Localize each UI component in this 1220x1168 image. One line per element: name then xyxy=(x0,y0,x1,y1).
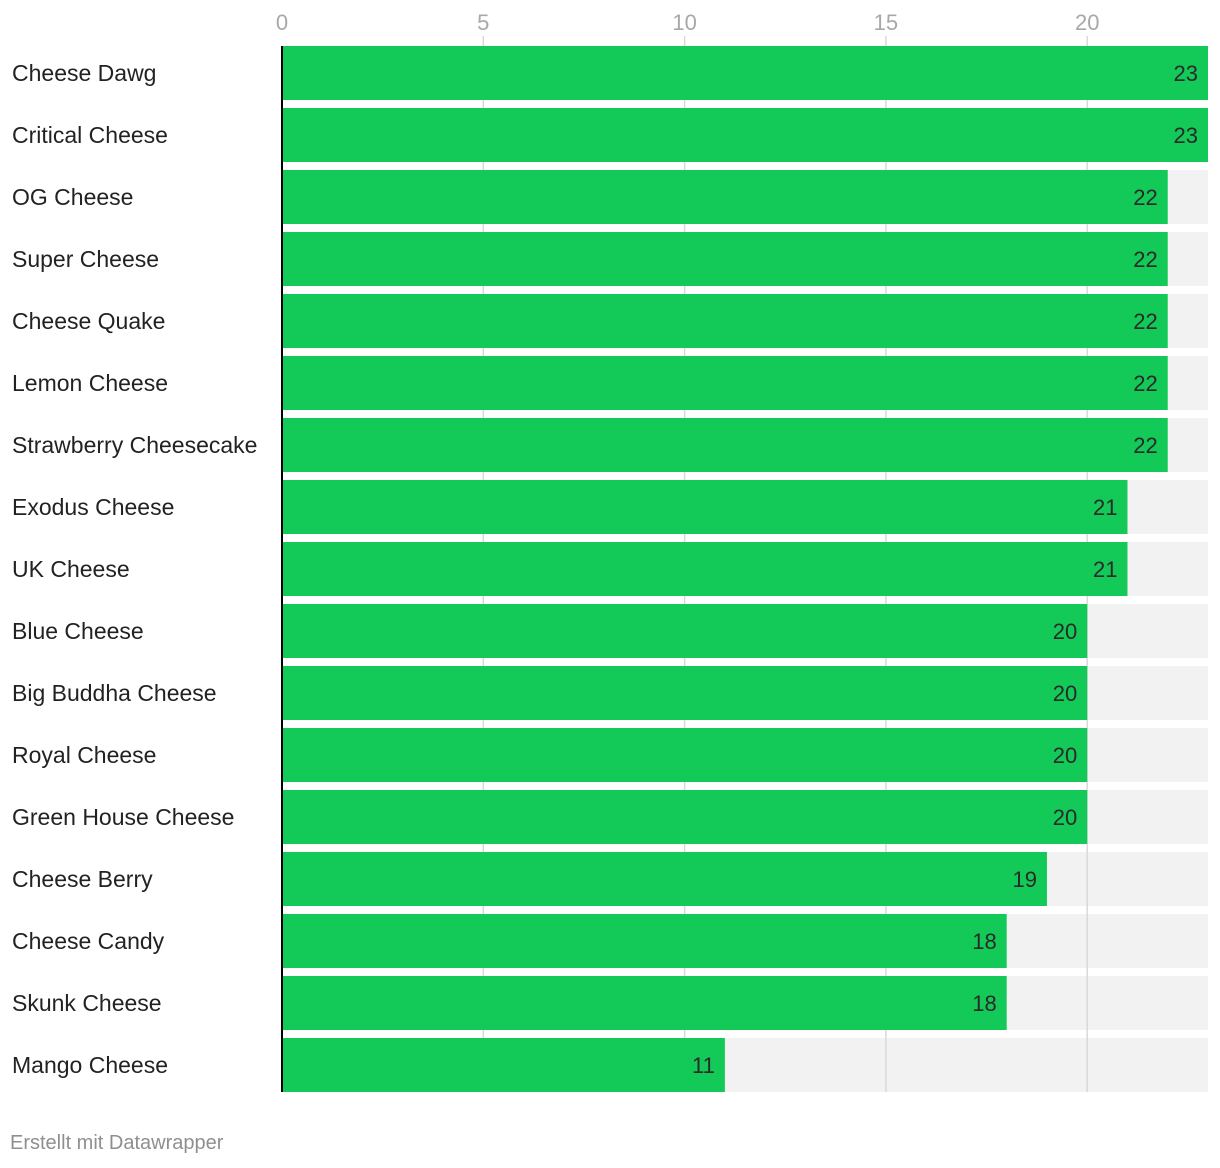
value-label: 18 xyxy=(972,991,996,1016)
category-label: Super Cheese xyxy=(12,246,159,272)
value-label: 22 xyxy=(1133,247,1157,272)
bar xyxy=(282,418,1168,472)
value-label: 20 xyxy=(1053,805,1077,830)
value-label: 22 xyxy=(1133,433,1157,458)
bar xyxy=(282,1038,725,1092)
bar xyxy=(282,666,1088,720)
bar-chart: 0 5 10 15 20 Cheese Dawg Critical Cheese OG Che… xyxy=(12,10,1208,1092)
category-label: Blue Cheese xyxy=(12,618,144,644)
bar xyxy=(282,852,1047,906)
footer-credit: Erstellt mit Datawrapper xyxy=(10,1132,224,1154)
value-label: 21 xyxy=(1093,495,1117,520)
category-label: Cheese Berry xyxy=(12,866,153,892)
category-label: Strawberry Cheesecake xyxy=(12,432,257,458)
category-label: Cheese Candy xyxy=(12,928,165,954)
x-tick-label: 5 xyxy=(477,10,489,35)
value-label: 19 xyxy=(1012,867,1036,892)
bar xyxy=(282,480,1128,534)
value-label: 23 xyxy=(1174,61,1198,86)
bar xyxy=(282,542,1128,596)
category-label: Cheese Dawg xyxy=(12,60,156,86)
bar xyxy=(282,914,1007,968)
category-label: Exodus Cheese xyxy=(12,494,174,520)
value-label: 18 xyxy=(972,929,996,954)
category-label: Skunk Cheese xyxy=(12,990,162,1016)
bar xyxy=(282,108,1208,162)
bars xyxy=(282,46,1208,1092)
bar xyxy=(282,46,1208,100)
category-label: Cheese Quake xyxy=(12,308,165,334)
value-label: 20 xyxy=(1053,619,1077,644)
category-label: Green House Cheese xyxy=(12,804,234,830)
value-label: 11 xyxy=(692,1053,715,1078)
bar xyxy=(282,294,1168,348)
category-labels: Cheese Dawg Critical Cheese OG Cheese Super… xyxy=(12,60,257,1078)
value-labels: 23 23 22 22 22 22 22 21 21 20 20 20 20 19 18 18 11 xyxy=(692,61,1198,1078)
category-label: OG Cheese xyxy=(12,184,133,210)
bar xyxy=(282,790,1088,844)
category-label: Lemon Cheese xyxy=(12,370,168,396)
bar xyxy=(282,170,1168,224)
bar xyxy=(282,232,1168,286)
value-label: 23 xyxy=(1174,123,1198,148)
value-label: 21 xyxy=(1093,557,1117,582)
x-axis-ticks: 0 5 10 15 20 xyxy=(276,10,1100,35)
value-label: 22 xyxy=(1133,371,1157,396)
value-label: 22 xyxy=(1133,185,1157,210)
value-label: 20 xyxy=(1053,743,1077,768)
x-tick-label: 10 xyxy=(672,10,696,35)
x-tick-label: 20 xyxy=(1075,10,1099,35)
category-label: Critical Cheese xyxy=(12,122,168,148)
x-tick-label: 0 xyxy=(276,10,288,35)
bar xyxy=(282,728,1088,782)
x-tick-label: 15 xyxy=(874,10,898,35)
value-label: 20 xyxy=(1053,681,1077,706)
category-label: Mango Cheese xyxy=(12,1052,168,1078)
category-label: Big Buddha Cheese xyxy=(12,680,217,706)
category-label: UK Cheese xyxy=(12,556,130,582)
category-label: Royal Cheese xyxy=(12,742,156,768)
value-label: 22 xyxy=(1133,309,1157,334)
bar xyxy=(282,604,1088,658)
bar xyxy=(282,356,1168,410)
bar xyxy=(282,976,1007,1030)
